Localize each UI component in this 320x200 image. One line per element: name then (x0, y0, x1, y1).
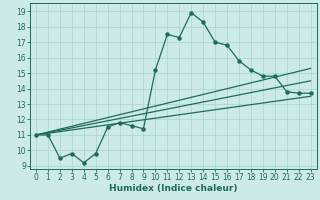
X-axis label: Humidex (Indice chaleur): Humidex (Indice chaleur) (109, 184, 237, 193)
